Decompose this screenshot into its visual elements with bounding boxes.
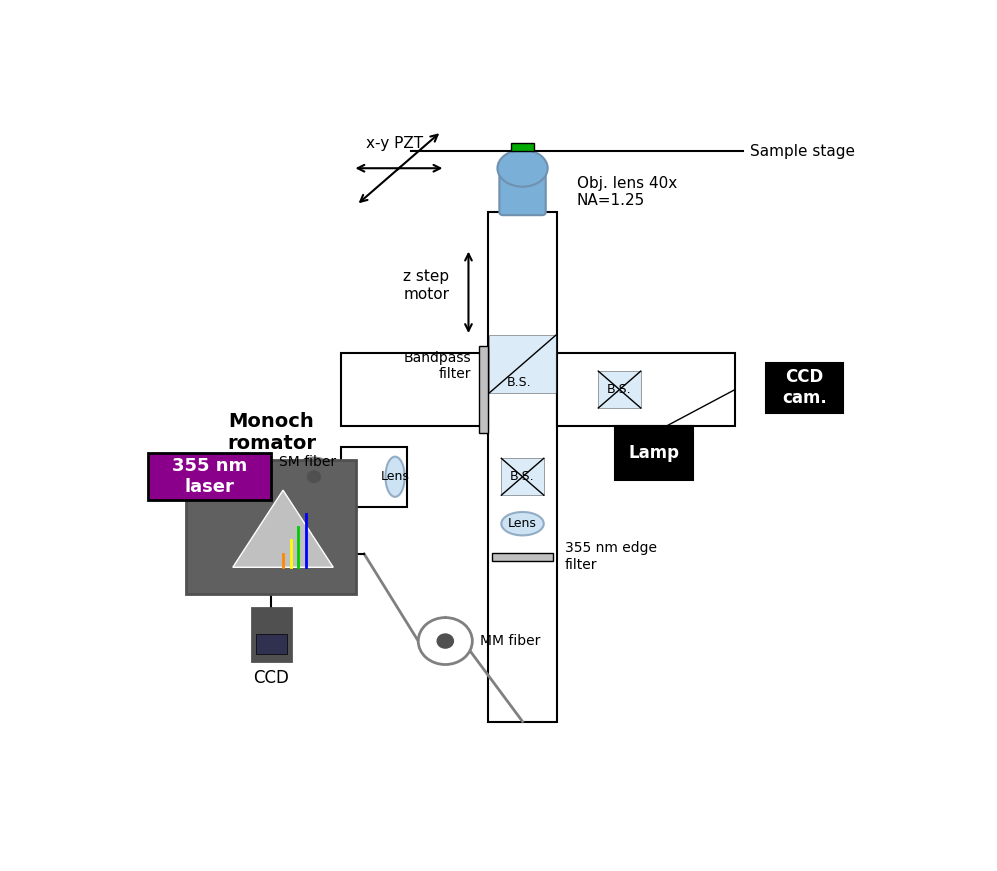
Bar — [252, 608, 291, 661]
Text: Lens: Lens — [381, 470, 410, 483]
Polygon shape — [512, 467, 532, 695]
Text: Monoch
romator: Monoch romator — [227, 412, 316, 453]
Bar — [488, 212, 557, 721]
Bar — [501, 458, 543, 496]
Text: z step
motor: z step motor — [403, 269, 449, 301]
Circle shape — [437, 634, 454, 648]
Text: Bandpass
filter: Bandpass filter — [403, 351, 471, 381]
Bar — [256, 634, 287, 654]
Text: Lens: Lens — [508, 517, 537, 530]
Ellipse shape — [498, 150, 547, 186]
Bar — [766, 362, 843, 413]
Bar — [507, 212, 538, 400]
Bar — [510, 144, 534, 152]
Text: Obj. lens 40x
NA=1.25: Obj. lens 40x NA=1.25 — [576, 176, 677, 208]
Bar — [186, 460, 356, 594]
Bar — [557, 377, 735, 402]
Circle shape — [418, 618, 473, 665]
Text: 355 nm
laser: 355 nm laser — [172, 457, 247, 496]
Bar — [490, 335, 555, 393]
Polygon shape — [232, 490, 333, 567]
Text: SM fiber: SM fiber — [279, 455, 336, 469]
Bar — [598, 371, 641, 408]
Text: x-y PZT: x-y PZT — [367, 137, 424, 152]
Text: B.S.: B.S. — [506, 376, 531, 389]
Bar — [341, 377, 557, 402]
Bar — [492, 552, 553, 561]
Text: Sample stage: Sample stage — [751, 144, 855, 159]
Bar — [148, 453, 271, 500]
Text: CCD: CCD — [253, 669, 289, 687]
Text: Lamp: Lamp — [628, 444, 679, 463]
Text: 355 nm edge
filter: 355 nm edge filter — [565, 542, 657, 571]
Text: MM fiber: MM fiber — [480, 634, 540, 648]
Ellipse shape — [501, 512, 543, 536]
Bar — [341, 447, 407, 507]
Circle shape — [307, 471, 320, 483]
FancyBboxPatch shape — [499, 165, 545, 215]
Text: CCD
cam.: CCD cam. — [783, 368, 827, 408]
Text: B.S.: B.S. — [607, 383, 632, 396]
Bar — [479, 346, 488, 433]
Ellipse shape — [386, 456, 405, 496]
Bar — [615, 427, 693, 480]
Bar — [341, 353, 488, 427]
Circle shape — [292, 458, 336, 496]
Bar — [557, 353, 735, 427]
Text: B.S.: B.S. — [510, 470, 534, 483]
